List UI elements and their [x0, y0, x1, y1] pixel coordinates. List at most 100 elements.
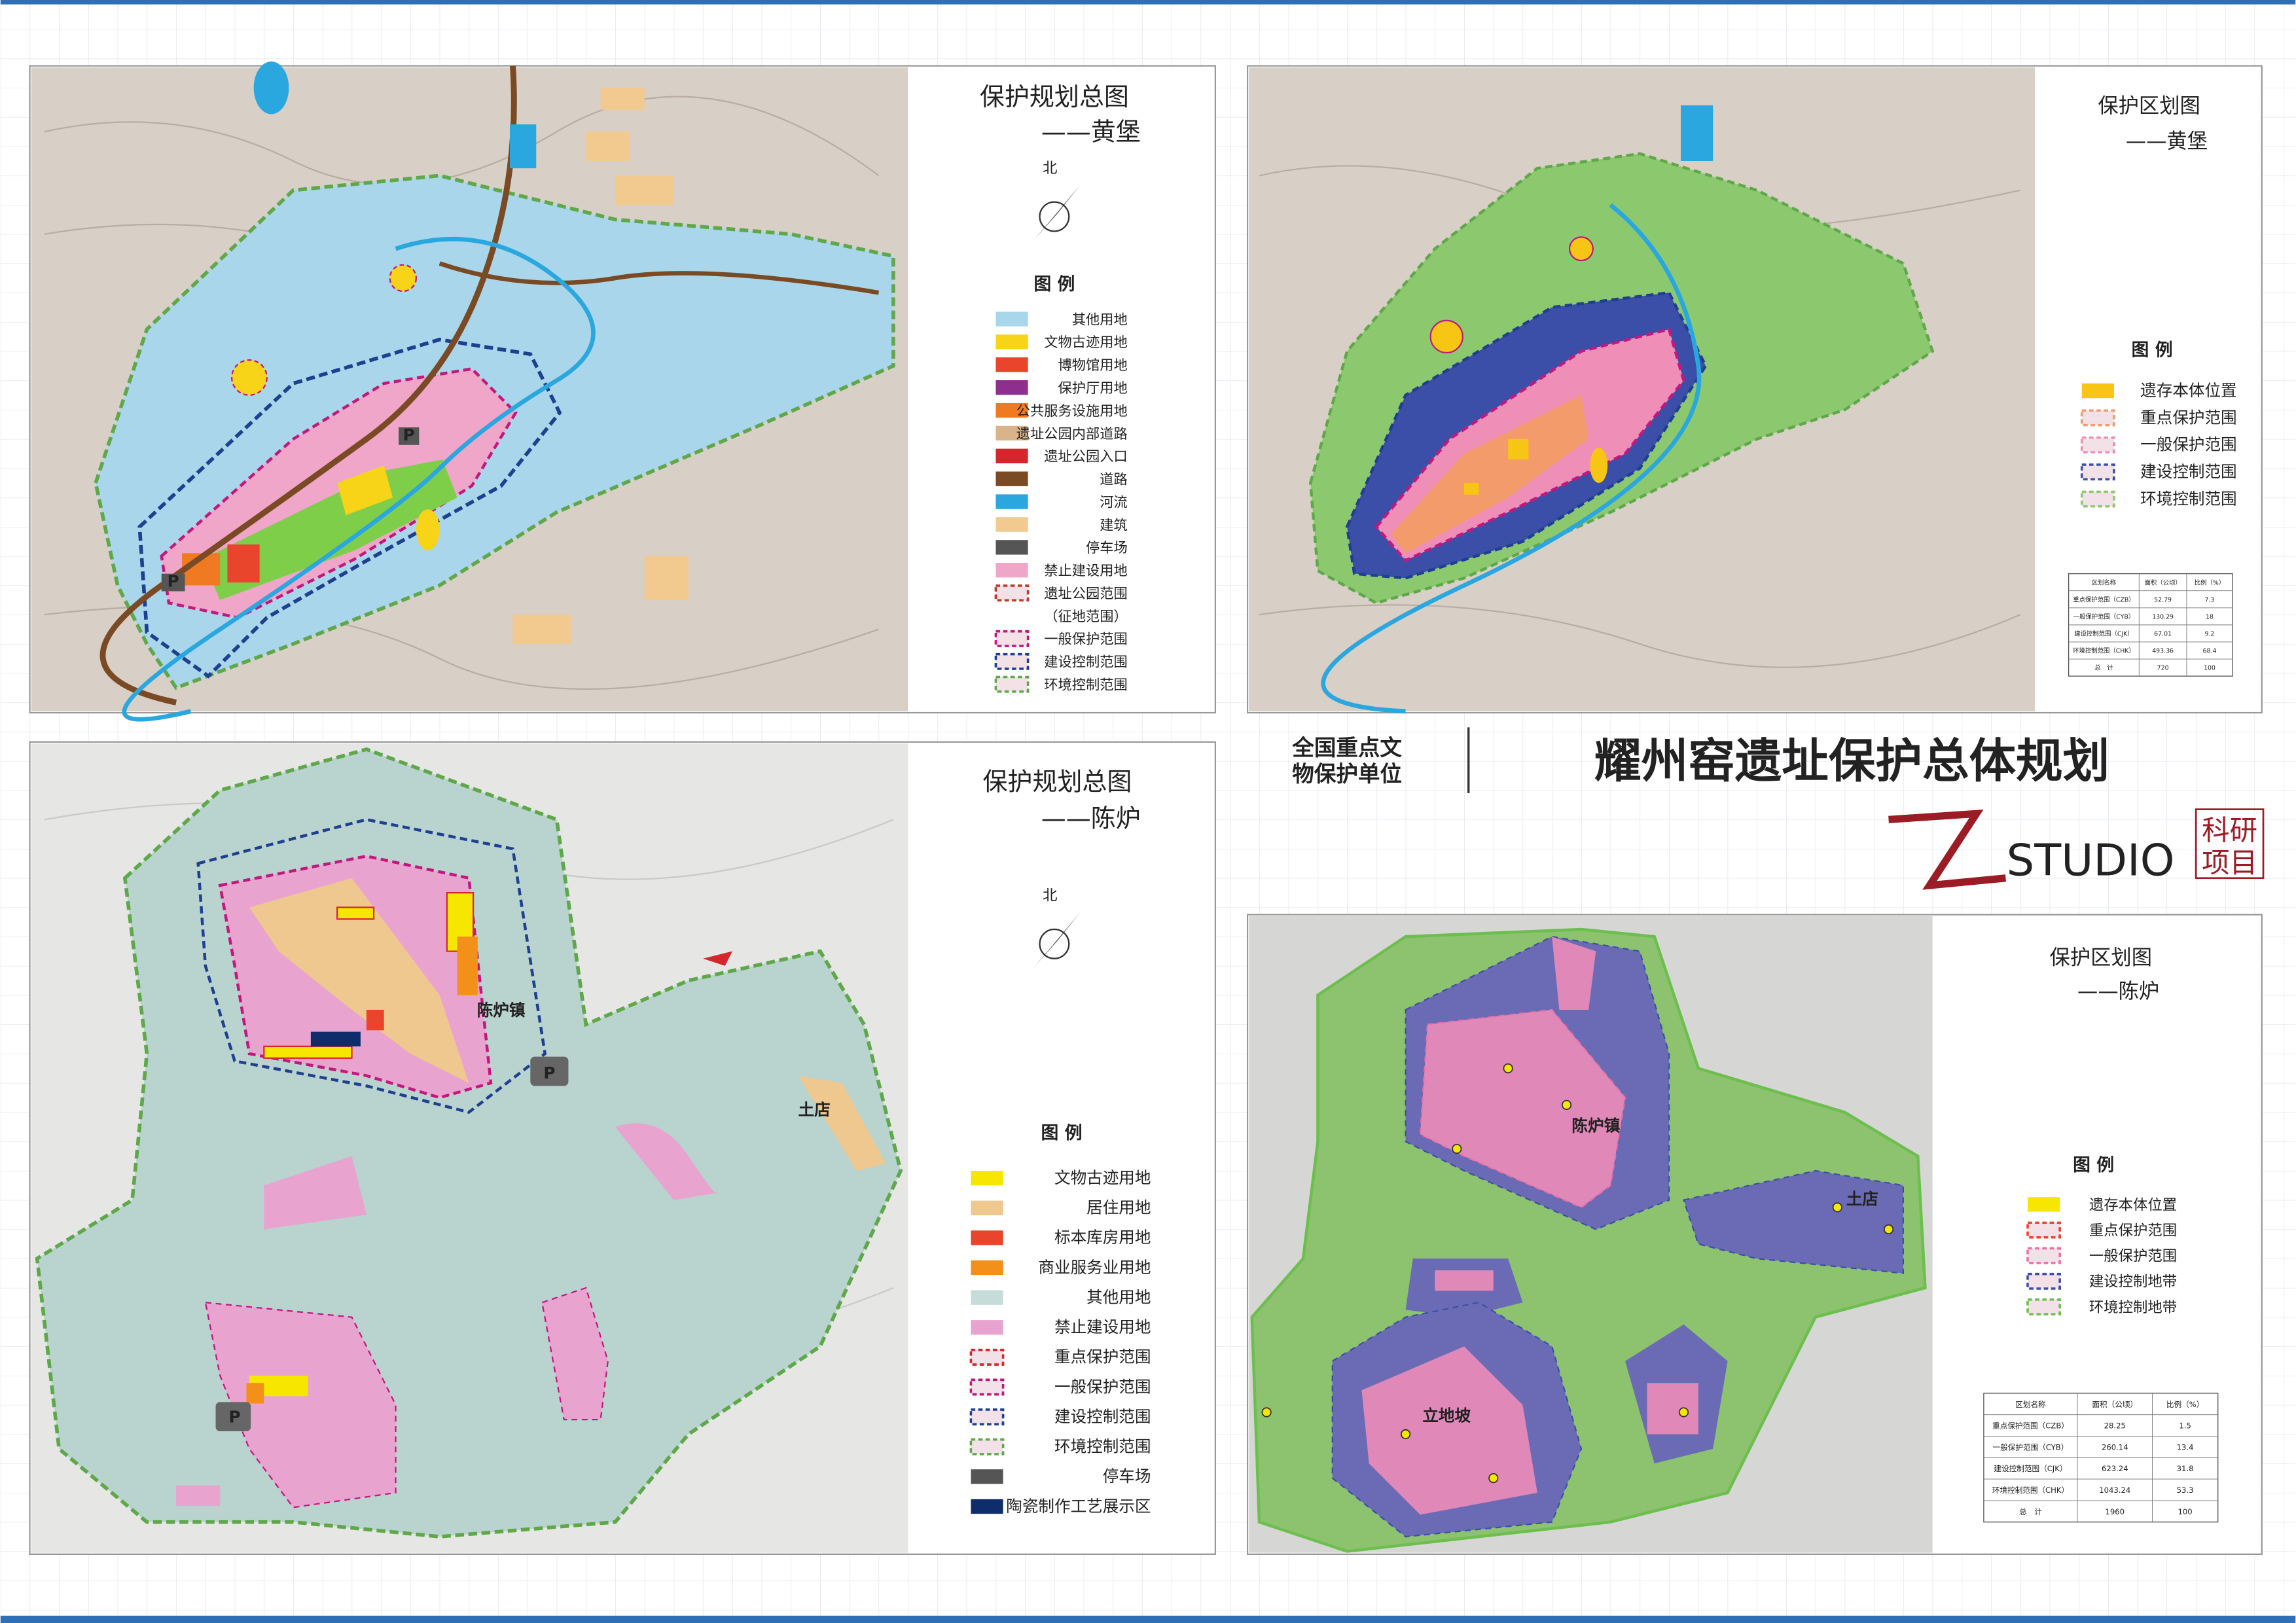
legend-swatch [971, 1290, 1003, 1305]
legend-swatch [971, 1260, 1003, 1275]
table-cell: 一般保护范围（CYB） [2073, 613, 2135, 620]
legend-swatch [969, 1378, 1005, 1396]
legend-swatch [994, 652, 1030, 670]
legend-label: 陶瓷制作工艺展示区 [1006, 1497, 1151, 1516]
legend-swatch [996, 540, 1028, 555]
seal-text: 科研 [2202, 815, 2257, 847]
legend-swatch [996, 471, 1028, 486]
legend-label: 禁止建设用地 [1054, 1317, 1151, 1336]
compass [1039, 928, 1070, 959]
legend-label: 遗存本体位置 [2140, 381, 2236, 400]
map-huangbao-zones [1249, 67, 2036, 714]
badge-line: 全国重点文 [1291, 735, 1402, 760]
legend-label: 文物古迹用地 [1054, 1168, 1151, 1187]
table-cell: 9.2 [2205, 631, 2215, 638]
legend-label: 重点保护范围 [2140, 408, 2236, 427]
legend-title: 图 例 [1033, 274, 1075, 294]
table-cell: 建设控制范围（CJK） [2074, 630, 2133, 638]
legend-swatch [996, 380, 1028, 395]
table-cell: 1.5 [2179, 1421, 2191, 1431]
legend-label: 一般保护范围 [2140, 435, 2236, 454]
legend-swatch [969, 1438, 1005, 1455]
table-cell: 100 [2178, 1507, 2193, 1516]
north-label: 北 [1043, 887, 1057, 904]
legend-swatch [996, 312, 1028, 327]
map-label: P [168, 572, 179, 591]
table-cell: 53.3 [2177, 1486, 2194, 1495]
legend-label: 遗址公园范围 [1044, 586, 1127, 602]
legend-swatch [971, 1320, 1003, 1335]
legend-swatch [2027, 1197, 2060, 1212]
legend-swatch [996, 517, 1028, 532]
map-label: P [229, 1408, 241, 1427]
legend-title: 图 例 [2073, 1155, 2114, 1175]
legend-label: 建设控制范围 [2140, 462, 2236, 481]
panel-title: 保护区划图 [2098, 94, 2200, 118]
map-label: 陈炉镇 [477, 1001, 526, 1020]
table-cell: 28.25 [2104, 1421, 2126, 1431]
legend-label: 环境控制范围 [2140, 489, 2236, 508]
legend-label: 一般保护范围 [2089, 1248, 2177, 1265]
legend-swatch [2026, 1221, 2061, 1239]
table-cell: 493.36 [2152, 648, 2174, 655]
panel-title: 保护规划总图 [982, 768, 1132, 796]
legend-label: 保护厅用地 [1058, 380, 1128, 397]
panel-subtitle: ——黄堡 [2126, 130, 2208, 153]
table-cell: 面积（公顷） [2092, 1400, 2138, 1409]
table-cell: 68.4 [2203, 648, 2217, 655]
legend-swatch [996, 425, 1028, 441]
table-cell: 建设控制范围（CJK） [1994, 1464, 2067, 1473]
legend-label: 环境控制范围 [1044, 677, 1127, 693]
map-label: P [403, 425, 415, 444]
legend-swatch [996, 563, 1028, 578]
legend-swatch [971, 1170, 1003, 1186]
legend-swatch [971, 1230, 1003, 1245]
top-rule [0, 0, 2296, 5]
legend-label: 环境控制范围 [1054, 1437, 1151, 1456]
panel-subtitle: ——黄堡 [1041, 118, 1141, 147]
legend-swatch [996, 494, 1028, 509]
legend-label: 停车场 [1086, 540, 1128, 556]
table-cell: 重点保护范围（CZB） [1992, 1421, 2069, 1431]
map-chenlu-zones [1249, 916, 1933, 1553]
panel-subtitle: ——陈炉 [1041, 804, 1141, 832]
map-label: 立地坡 [1422, 1406, 1471, 1425]
compass [1039, 201, 1070, 232]
legend-label: 环境控制地带 [2089, 1299, 2177, 1316]
legend-label: 博物馆用地 [1058, 357, 1128, 374]
table-cell: 环境控制范围（CHK） [2073, 647, 2135, 655]
table-cell: 环境控制范围（CHK） [1992, 1486, 2069, 1495]
legend-swatch [996, 334, 1028, 349]
bottom-rule [0, 1615, 2296, 1623]
studio: STUDIO [2007, 834, 2175, 885]
map-label: 土店 [798, 1100, 831, 1119]
table-cell: 比例（%） [2166, 1400, 2204, 1409]
legend-swatch [996, 402, 1028, 418]
seal-text: 项目 [2202, 847, 2257, 880]
table-cell: 52.79 [2154, 596, 2172, 603]
legend-label: 标本库房用地 [1054, 1228, 1151, 1247]
table-cell: 7.3 [2205, 596, 2215, 603]
legend-label: 遗址公园内部道路 [1016, 426, 1128, 442]
legend-swatch [2080, 409, 2115, 427]
legend-label: 其他用地 [1072, 312, 1128, 328]
legend-label: 遗址公园入口 [1044, 449, 1127, 465]
legend-label: 建筑 [1100, 517, 1127, 533]
map-huangbao-plan [31, 61, 908, 722]
legend-swatch [2026, 1298, 2061, 1315]
legend-swatch [969, 1348, 1005, 1366]
legend-label: 建设控制范围 [1044, 654, 1127, 671]
logo-mark [1888, 810, 2006, 890]
table-cell: 总 计 [2094, 664, 2113, 672]
legend-label: 道路 [1100, 472, 1127, 488]
table-cell: 一般保护范围（CYB） [1993, 1442, 2069, 1452]
map-label: 土店 [1846, 1189, 1878, 1208]
legend-label: （征地范围） [1044, 609, 1127, 625]
table-cell: 区划名称 [2015, 1400, 2046, 1409]
main-title: 耀州窑遗址保护总体规划 [1594, 734, 2109, 788]
legend-label: 一般保护范围 [1044, 632, 1127, 648]
table-cell: 18 [2206, 613, 2214, 620]
table-cell: 总 计 [2019, 1507, 2042, 1516]
legend-swatch [2081, 383, 2114, 399]
